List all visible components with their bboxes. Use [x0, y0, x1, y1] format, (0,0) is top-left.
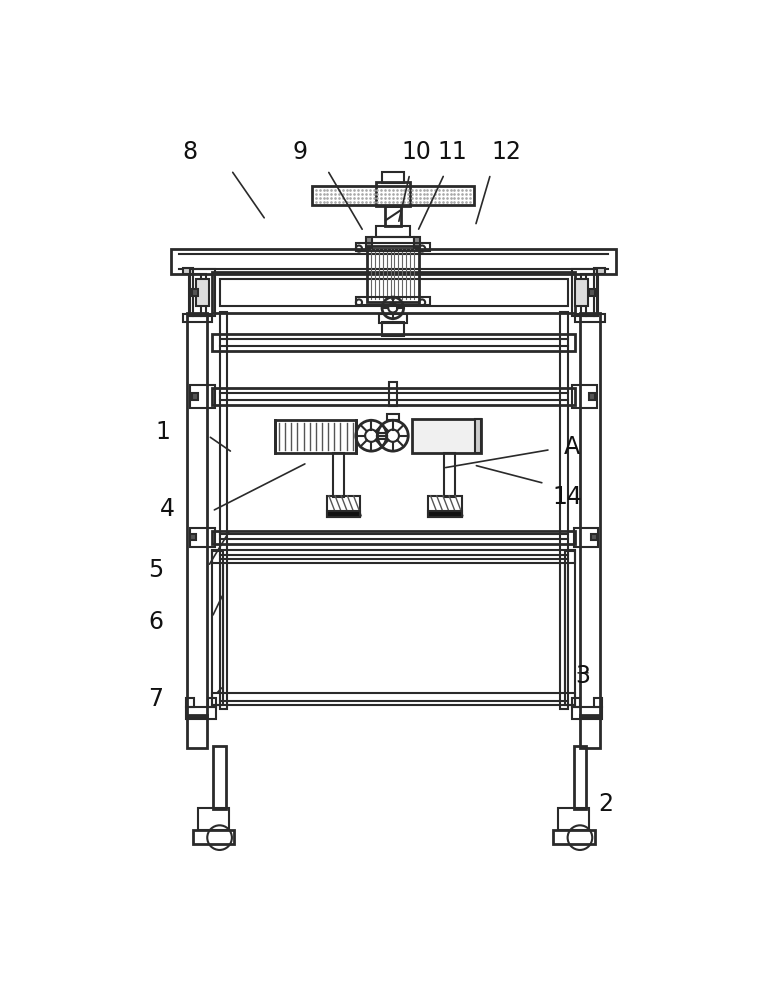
Bar [572, 385, 597, 408]
Text: 11: 11 [437, 140, 467, 164]
Bar [220, 279, 568, 306]
Bar [183, 268, 194, 274]
Bar [371, 237, 415, 251]
Text: 2: 2 [598, 792, 614, 816]
Text: 5: 5 [148, 558, 164, 582]
Bar [197, 279, 209, 306]
Bar [376, 182, 410, 206]
Bar [564, 551, 575, 705]
Text: 8: 8 [183, 140, 198, 164]
Bar [572, 707, 601, 719]
Bar [183, 314, 212, 322]
Text: 1: 1 [156, 420, 170, 444]
Bar [190, 528, 215, 547]
Bar [572, 698, 580, 707]
Bar [356, 297, 430, 305]
Text: A: A [564, 435, 580, 459]
Text: 9: 9 [293, 140, 308, 164]
Bar [580, 715, 600, 748]
Bar [589, 289, 595, 296]
Bar [192, 393, 198, 400]
Bar [190, 385, 215, 408]
Bar [589, 393, 595, 400]
Bar [376, 226, 410, 237]
Bar [190, 269, 215, 316]
Bar [333, 453, 343, 497]
Bar [212, 693, 575, 705]
Bar [382, 172, 404, 183]
Bar [580, 312, 600, 717]
Bar [429, 511, 462, 517]
Bar [591, 534, 597, 540]
Text: 10: 10 [401, 140, 431, 164]
Bar [594, 698, 601, 707]
Bar [581, 274, 598, 316]
Bar [574, 746, 586, 809]
Bar [193, 830, 234, 844]
Bar [187, 312, 207, 717]
Bar [326, 496, 360, 517]
Bar [212, 388, 575, 405]
Bar [190, 534, 197, 540]
Bar [171, 249, 616, 274]
Bar [553, 830, 594, 844]
Bar [572, 269, 597, 316]
Text: 14: 14 [553, 485, 583, 509]
Bar [389, 382, 397, 406]
Bar [412, 419, 482, 453]
Bar [594, 268, 604, 274]
Bar [312, 186, 474, 205]
Bar [187, 715, 207, 748]
Bar [275, 420, 356, 453]
Bar [366, 237, 372, 248]
Bar [212, 551, 223, 705]
Bar [574, 528, 598, 547]
Bar [220, 312, 227, 709]
Bar [379, 314, 407, 323]
Bar [212, 334, 575, 351]
Bar [575, 314, 604, 322]
Bar [475, 419, 482, 453]
Bar [385, 206, 401, 226]
Bar [575, 279, 588, 306]
Bar [198, 808, 229, 830]
Bar [386, 414, 399, 420]
Bar [414, 237, 420, 248]
Bar [560, 312, 568, 709]
Text: 6: 6 [148, 610, 163, 634]
Bar [212, 272, 575, 312]
Bar [189, 274, 206, 316]
Text: 4: 4 [160, 497, 174, 521]
Bar [214, 746, 226, 809]
Bar [326, 511, 360, 517]
Bar [366, 246, 419, 302]
Bar [382, 322, 404, 336]
Bar [208, 698, 216, 707]
Bar [212, 550, 575, 563]
Bar [187, 707, 216, 719]
Bar [429, 496, 462, 517]
Bar [212, 531, 575, 544]
Bar [192, 289, 198, 296]
Bar [558, 808, 589, 830]
Text: 3: 3 [575, 664, 591, 688]
Bar [445, 453, 455, 497]
Bar [187, 698, 194, 707]
Text: 12: 12 [491, 140, 521, 164]
Text: 7: 7 [148, 687, 163, 711]
Bar [356, 243, 430, 251]
